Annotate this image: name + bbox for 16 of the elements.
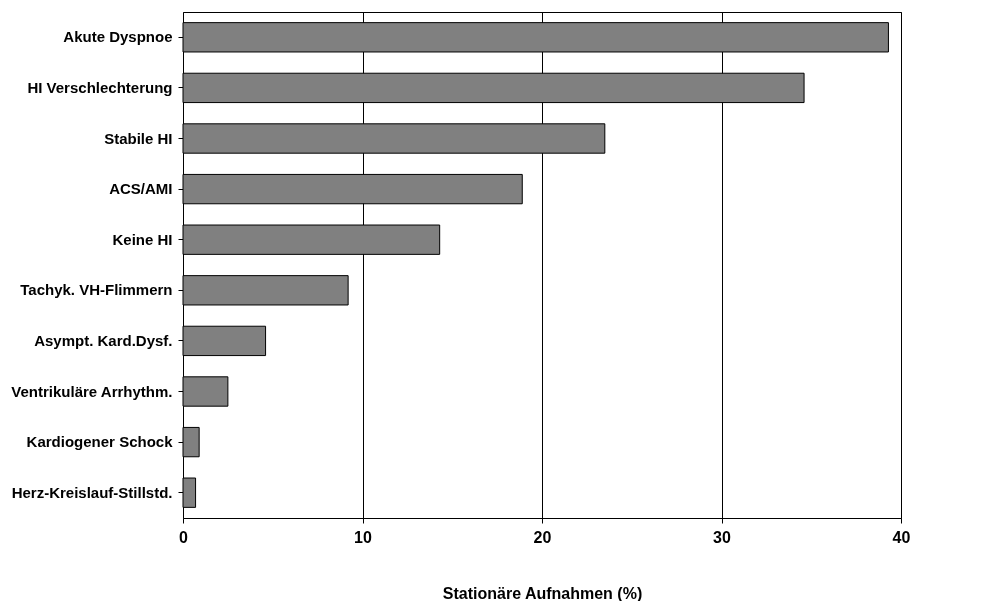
x-tick-label: 40	[892, 528, 911, 546]
y-tick-label: Tachyk. VH-Flimmern	[20, 281, 173, 299]
x-tick-label: 20	[533, 528, 552, 546]
x-tick-label: 10	[354, 528, 372, 546]
x-axis-title: Stationäre Aufnahmen (%)	[442, 584, 643, 601]
y-tick-label: Herz-Kreislauf-Stillstd.	[11, 483, 173, 501]
y-tick-label: Kardiogener Schock	[26, 433, 174, 451]
x-tick-label: 0	[179, 528, 189, 546]
y-tick-label: Ventrikuläre Arrhythm.	[11, 382, 173, 400]
y-tick-label: ACS/AMI	[109, 180, 173, 198]
x-tick-label: 30	[713, 528, 731, 546]
y-tick-label: Akute Dyspnoe	[63, 28, 173, 46]
y-tick-label: Stabile HI	[104, 129, 173, 147]
y-tick-label: HI Verschlechterung	[27, 78, 173, 96]
y-tick-label: Asympt. Kard.Dysf.	[34, 331, 173, 349]
y-tick-label: Keine HI	[112, 230, 173, 248]
